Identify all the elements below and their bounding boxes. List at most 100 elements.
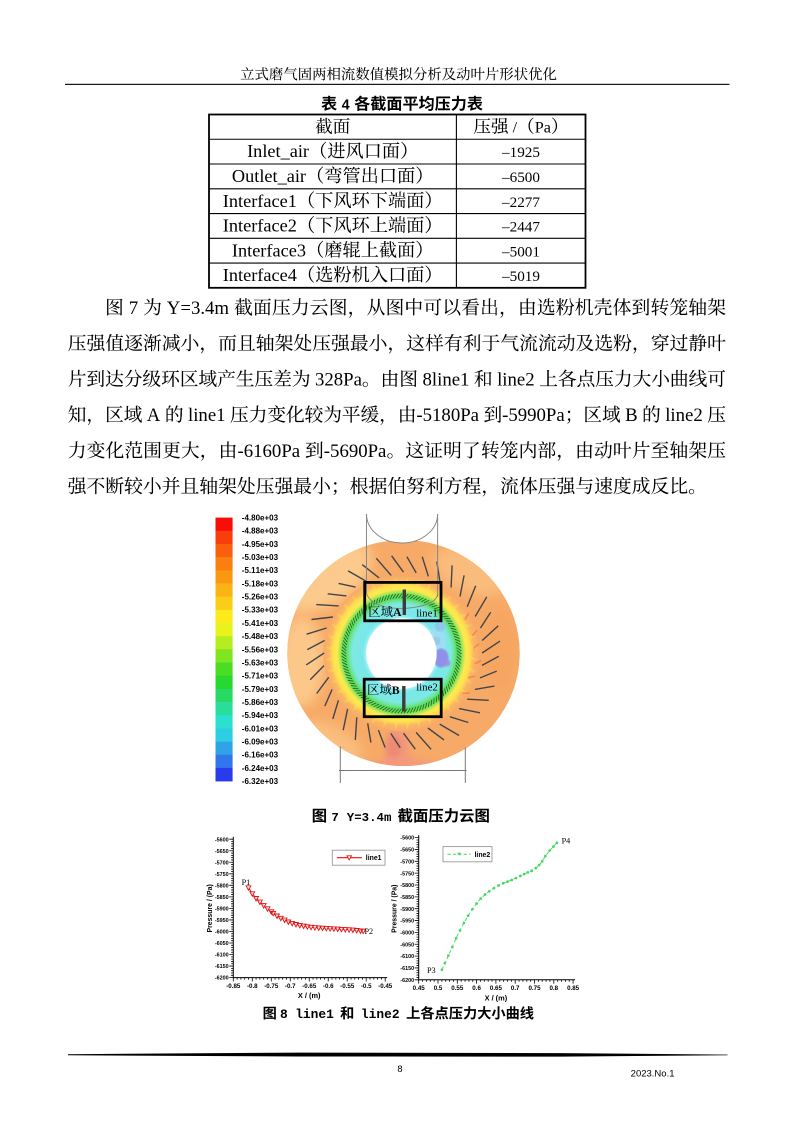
- svg-text:-4.88e+03: -4.88e+03: [242, 527, 279, 536]
- svg-text:-0.7: -0.7: [285, 983, 296, 990]
- svg-text:-5600: -5600: [400, 836, 414, 842]
- svg-text:-5.48e+03: -5.48e+03: [242, 632, 279, 641]
- svg-text:–2447: –2447: [501, 219, 540, 236]
- svg-text:-6000: -6000: [215, 930, 229, 936]
- svg-text:-6.32e+03: -6.32e+03: [242, 777, 279, 786]
- svg-text:4: 4: [342, 97, 350, 113]
- svg-text:-6000: -6000: [400, 931, 414, 937]
- svg-text:-5650: -5650: [215, 849, 229, 855]
- svg-text:–5001: –5001: [501, 243, 540, 260]
- svg-text:B: B: [625, 405, 638, 426]
- svg-text:-5650: -5650: [400, 848, 414, 854]
- svg-text:line2: line2: [361, 1007, 400, 1022]
- svg-text:line2: line2: [497, 370, 535, 391]
- svg-text:Interface2: Interface2: [223, 216, 297, 236]
- svg-text:Pressure / (Pa): Pressure / (Pa): [391, 885, 398, 933]
- svg-text:line1: line1: [416, 608, 438, 620]
- svg-text:8line1: 8line1: [423, 370, 470, 391]
- svg-text:-6150: -6150: [215, 964, 229, 970]
- svg-text:-5700: -5700: [215, 860, 229, 866]
- svg-text:-6160Pa: -6160Pa: [238, 441, 301, 462]
- svg-text:Pa: Pa: [535, 119, 551, 137]
- svg-text:-5700: -5700: [400, 859, 414, 865]
- svg-text:8: 8: [280, 1007, 288, 1022]
- svg-text:line2: line2: [475, 852, 491, 859]
- svg-text:-5180Pa: -5180Pa: [416, 405, 479, 426]
- svg-text:-5750: -5750: [400, 871, 414, 877]
- svg-text:-5950: -5950: [215, 918, 229, 924]
- svg-text:-5600: -5600: [215, 837, 229, 843]
- svg-text:-5690Pa: -5690Pa: [324, 441, 387, 462]
- svg-text:-4.95e+03: -4.95e+03: [242, 540, 279, 549]
- svg-text:-5.71e+03: -5.71e+03: [242, 672, 279, 681]
- svg-text:7: 7: [331, 811, 338, 825]
- svg-text:-5850: -5850: [400, 895, 414, 901]
- svg-text:A: A: [393, 605, 402, 619]
- svg-text:line1: line1: [295, 1007, 334, 1022]
- svg-text:-5950: -5950: [400, 919, 414, 925]
- svg-text:-6100: -6100: [215, 953, 229, 959]
- svg-text:Y=3.4m: Y=3.4m: [167, 298, 230, 319]
- svg-text:-6200: -6200: [400, 978, 414, 984]
- svg-text:0.8: 0.8: [549, 985, 558, 992]
- svg-text:0.45: 0.45: [413, 985, 426, 992]
- svg-text:Pressure / (Pa): Pressure / (Pa): [207, 884, 214, 932]
- svg-text:-5900: -5900: [215, 907, 229, 913]
- svg-text:Interface3: Interface3: [232, 240, 306, 260]
- svg-text:-0.5: -0.5: [361, 983, 372, 990]
- svg-text:A: A: [147, 405, 161, 426]
- svg-text:-0.75: -0.75: [264, 983, 279, 990]
- svg-text:-5850: -5850: [215, 895, 229, 901]
- svg-text:-6.01e+03: -6.01e+03: [242, 724, 279, 733]
- svg-text:–1925: –1925: [501, 144, 540, 161]
- svg-text:-0.65: -0.65: [302, 983, 317, 990]
- svg-text:0.85: 0.85: [567, 985, 580, 992]
- svg-text:-6.09e+03: -6.09e+03: [242, 737, 279, 746]
- svg-text:-6050: -6050: [400, 942, 414, 948]
- svg-text:-5.63e+03: -5.63e+03: [242, 658, 279, 667]
- svg-text:0.5: 0.5: [434, 985, 443, 992]
- svg-text:328Pa: 328Pa: [315, 370, 363, 391]
- svg-text:0.6: 0.6: [472, 985, 481, 992]
- svg-text:B: B: [392, 683, 400, 697]
- svg-text:Interface4: Interface4: [223, 265, 297, 285]
- svg-text:X / (m): X / (m): [298, 991, 321, 1000]
- svg-text:–6500: –6500: [501, 169, 540, 186]
- svg-text:-0.8: -0.8: [247, 983, 258, 990]
- svg-text:X / (m): X / (m): [485, 993, 508, 1002]
- svg-text:-5.41e+03: -5.41e+03: [242, 619, 279, 628]
- svg-text:-0.6: -0.6: [323, 983, 334, 990]
- svg-text:-0.55: -0.55: [340, 983, 355, 990]
- svg-text:-0.85: -0.85: [226, 983, 241, 990]
- svg-text:Y=3.4m: Y=3.4m: [347, 811, 392, 825]
- svg-text:P3: P3: [427, 966, 436, 975]
- svg-text:-5990Pa: -5990Pa: [502, 405, 565, 426]
- svg-text:-5.79e+03: -5.79e+03: [242, 685, 279, 694]
- svg-text:-5750: -5750: [215, 872, 229, 878]
- svg-text:0.7: 0.7: [511, 985, 520, 992]
- svg-text:-5900: -5900: [400, 907, 414, 913]
- svg-text:-0.45: -0.45: [378, 983, 393, 990]
- svg-text:-5.18e+03: -5.18e+03: [242, 579, 279, 588]
- svg-text:Inlet_air: Inlet_air: [247, 141, 309, 161]
- svg-text:P2: P2: [365, 927, 374, 936]
- svg-text:line2: line2: [665, 405, 703, 426]
- svg-text:-6150: -6150: [400, 966, 414, 972]
- svg-text:-5.56e+03: -5.56e+03: [242, 645, 279, 654]
- svg-text:-5.33e+03: -5.33e+03: [242, 606, 279, 615]
- svg-text:7: 7: [129, 298, 138, 319]
- svg-text:-6.16e+03: -6.16e+03: [242, 751, 279, 760]
- svg-text:-6050: -6050: [215, 941, 229, 947]
- svg-text:-6200: -6200: [215, 976, 229, 982]
- svg-text:-5.11e+03: -5.11e+03: [242, 566, 279, 575]
- svg-text:2023.No.1: 2023.No.1: [631, 1069, 675, 1080]
- svg-text:0.75: 0.75: [528, 985, 541, 992]
- svg-text:-5.86e+03: -5.86e+03: [242, 698, 279, 707]
- svg-text:line1: line1: [188, 405, 226, 426]
- svg-text:-5.26e+03: -5.26e+03: [242, 593, 279, 602]
- svg-text:line2: line2: [416, 682, 438, 694]
- svg-text:0.55: 0.55: [451, 985, 464, 992]
- svg-text:Interface1: Interface1: [223, 191, 297, 211]
- svg-text:P4: P4: [562, 837, 571, 846]
- svg-text:0.65: 0.65: [490, 985, 503, 992]
